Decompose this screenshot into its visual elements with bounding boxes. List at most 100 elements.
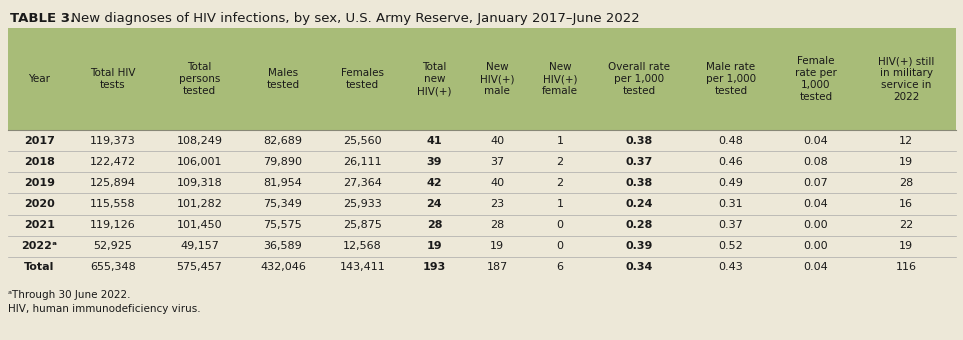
Text: 12: 12 — [899, 136, 913, 146]
Text: 575,457: 575,457 — [176, 262, 222, 272]
Text: 2019: 2019 — [24, 178, 55, 188]
Text: 193: 193 — [423, 262, 446, 272]
Text: 0.46: 0.46 — [718, 157, 743, 167]
Text: 0.00: 0.00 — [803, 241, 828, 251]
Text: 125,894: 125,894 — [90, 178, 136, 188]
Text: 28: 28 — [899, 178, 913, 188]
Text: 119,126: 119,126 — [91, 220, 136, 230]
Text: 40: 40 — [490, 136, 505, 146]
Text: 6: 6 — [557, 262, 563, 272]
Text: 24: 24 — [427, 199, 442, 209]
Text: 2017: 2017 — [24, 136, 55, 146]
Text: 1: 1 — [557, 136, 563, 146]
Text: Total HIV
tests: Total HIV tests — [91, 68, 136, 90]
Text: HIV, human immunodeficiency virus.: HIV, human immunodeficiency virus. — [8, 304, 200, 314]
Text: 143,411: 143,411 — [340, 262, 385, 272]
Text: 0.08: 0.08 — [803, 157, 828, 167]
Text: Overall rate
per 1,000
tested: Overall rate per 1,000 tested — [608, 62, 670, 96]
Text: 16: 16 — [899, 199, 913, 209]
Text: 0.38: 0.38 — [625, 136, 653, 146]
Text: 0.49: 0.49 — [718, 178, 743, 188]
Text: 2021: 2021 — [24, 220, 55, 230]
Text: 12,568: 12,568 — [343, 241, 381, 251]
Text: Males
tested: Males tested — [267, 68, 299, 90]
Text: 79,890: 79,890 — [263, 157, 302, 167]
Text: HIV(+) still
in military
service in
2022: HIV(+) still in military service in 2022 — [878, 56, 934, 102]
Text: 25,933: 25,933 — [343, 199, 381, 209]
Text: New
HIV(+)
male: New HIV(+) male — [480, 62, 514, 96]
Text: 42: 42 — [427, 178, 442, 188]
Text: 75,575: 75,575 — [264, 220, 302, 230]
Text: Total: Total — [24, 262, 55, 272]
Text: 0.48: 0.48 — [718, 136, 743, 146]
Text: 19: 19 — [899, 157, 913, 167]
Text: New diagnoses of HIV infections, by sex, U.S. Army Reserve, January 2017–June 20: New diagnoses of HIV infections, by sex,… — [67, 12, 639, 25]
Text: 655,348: 655,348 — [91, 262, 136, 272]
Text: ᵃThrough 30 June 2022.: ᵃThrough 30 June 2022. — [8, 290, 131, 300]
Text: 101,450: 101,450 — [177, 220, 222, 230]
Text: 108,249: 108,249 — [176, 136, 222, 146]
Text: 187: 187 — [486, 262, 508, 272]
Text: 0.37: 0.37 — [718, 220, 743, 230]
Text: 0: 0 — [557, 241, 563, 251]
Text: 0: 0 — [557, 220, 563, 230]
Bar — [8, 28, 956, 130]
Text: 81,954: 81,954 — [264, 178, 302, 188]
Text: Total
persons
tested: Total persons tested — [179, 62, 221, 96]
Text: 0.24: 0.24 — [625, 199, 653, 209]
Text: New
HIV(+)
female: New HIV(+) female — [542, 62, 578, 96]
Text: 28: 28 — [427, 220, 442, 230]
Text: 25,875: 25,875 — [343, 220, 382, 230]
Text: 52,925: 52,925 — [93, 241, 132, 251]
Text: 0.04: 0.04 — [803, 136, 828, 146]
Text: 2: 2 — [557, 157, 563, 167]
Text: 75,349: 75,349 — [264, 199, 302, 209]
Text: 116: 116 — [896, 262, 917, 272]
Text: 23: 23 — [490, 199, 505, 209]
Text: 0.37: 0.37 — [625, 157, 653, 167]
Text: 82,689: 82,689 — [263, 136, 302, 146]
Text: 49,157: 49,157 — [180, 241, 219, 251]
Text: 0.04: 0.04 — [803, 199, 828, 209]
Text: 2022ᵃ: 2022ᵃ — [21, 241, 58, 251]
Text: 26,111: 26,111 — [343, 157, 381, 167]
Text: TABLE 3.: TABLE 3. — [10, 12, 75, 25]
Text: 25,560: 25,560 — [343, 136, 381, 146]
Text: 0.07: 0.07 — [803, 178, 828, 188]
Text: 40: 40 — [490, 178, 505, 188]
Text: 109,318: 109,318 — [176, 178, 222, 188]
Text: 37: 37 — [490, 157, 505, 167]
Text: 36,589: 36,589 — [264, 241, 302, 251]
Text: 39: 39 — [427, 157, 442, 167]
Text: 28: 28 — [490, 220, 505, 230]
Text: 19: 19 — [899, 241, 913, 251]
Text: 0.00: 0.00 — [803, 220, 828, 230]
Text: 122,472: 122,472 — [90, 157, 136, 167]
Text: 0.31: 0.31 — [718, 199, 743, 209]
Text: 432,046: 432,046 — [260, 262, 306, 272]
Text: 0.34: 0.34 — [625, 262, 653, 272]
Text: 2018: 2018 — [24, 157, 55, 167]
Text: 0.38: 0.38 — [625, 178, 653, 188]
Text: 41: 41 — [427, 136, 442, 146]
Text: 19: 19 — [490, 241, 505, 251]
Text: 22: 22 — [899, 220, 913, 230]
Text: 101,282: 101,282 — [176, 199, 222, 209]
Text: 119,373: 119,373 — [91, 136, 136, 146]
Text: 115,558: 115,558 — [91, 199, 136, 209]
Text: Female
rate per
1,000
tested: Female rate per 1,000 tested — [794, 56, 837, 102]
Text: Year: Year — [28, 74, 50, 84]
Text: Females
tested: Females tested — [341, 68, 384, 90]
Text: 19: 19 — [427, 241, 442, 251]
Text: 0.04: 0.04 — [803, 262, 828, 272]
Text: 27,364: 27,364 — [343, 178, 382, 188]
Text: 0.28: 0.28 — [625, 220, 653, 230]
Text: 2: 2 — [557, 178, 563, 188]
Text: Male rate
per 1,000
tested: Male rate per 1,000 tested — [706, 62, 756, 96]
Text: 0.39: 0.39 — [625, 241, 653, 251]
Text: 106,001: 106,001 — [177, 157, 222, 167]
Text: Total
new
HIV(+): Total new HIV(+) — [417, 62, 452, 96]
Text: 0.52: 0.52 — [718, 241, 743, 251]
Text: 2020: 2020 — [24, 199, 55, 209]
Text: 0.43: 0.43 — [718, 262, 743, 272]
